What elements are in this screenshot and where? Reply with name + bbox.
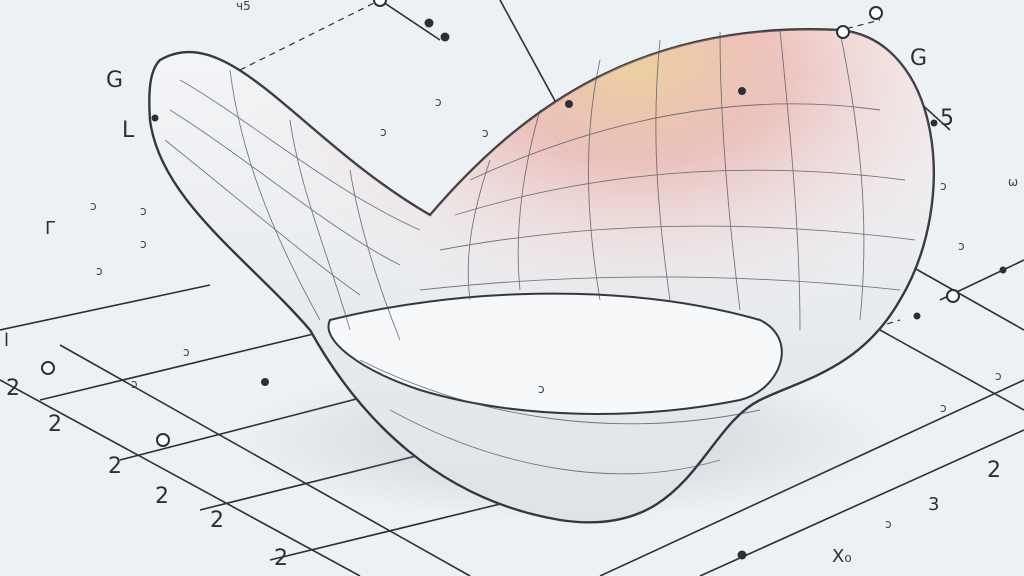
label-gamma: Γ: [45, 218, 56, 239]
label-two: 2: [108, 454, 122, 479]
label-l-far-left: l: [4, 330, 10, 351]
point-marker: [930, 119, 938, 127]
point-marker: [836, 25, 850, 39]
label-two-right: 2: [987, 458, 1001, 483]
point-marker: [738, 87, 746, 95]
small-mark: ɔ: [435, 95, 442, 109]
surface-mesh: [164, 29, 916, 475]
point-marker: [565, 100, 573, 108]
small-mark: ɔ: [140, 237, 147, 251]
point-marker: [869, 6, 883, 20]
small-mark: ɔ: [940, 179, 947, 193]
label-two: 2: [48, 412, 62, 437]
small-mark: ɔ: [90, 199, 97, 213]
point-marker: [151, 114, 159, 122]
label-g-right: G: [910, 46, 928, 71]
saddle-inner-opening: [327, 292, 783, 415]
small-mark: ɔ: [940, 401, 947, 415]
small-mark: ɔ: [482, 126, 489, 140]
label-x-sub: X₀: [832, 546, 852, 567]
label-three: 3: [928, 494, 940, 515]
small-mark: ɔ: [958, 239, 965, 253]
label-right-edge: ω: [1008, 175, 1019, 189]
grid-points: [41, 0, 1007, 560]
small-mark: ɔ: [538, 382, 545, 396]
label-l: L: [122, 118, 135, 143]
label-top-mark: ч5: [236, 0, 251, 13]
label-two: 2: [6, 376, 20, 401]
small-mark: ɔ: [96, 264, 103, 278]
point-marker: [373, 0, 387, 7]
label-g-left: G: [106, 68, 124, 93]
label-two: 2: [155, 484, 169, 509]
point-marker: [913, 312, 921, 320]
label-two: 2: [274, 546, 288, 571]
point-marker: [261, 378, 269, 386]
point-marker: [999, 266, 1007, 274]
small-mark: ɔ: [995, 369, 1002, 383]
small-mark: ɔ: [380, 125, 387, 139]
label-two: 2: [210, 508, 224, 533]
point-marker: [737, 550, 747, 560]
label-five: 5: [940, 106, 954, 131]
point-marker: [156, 433, 170, 447]
point-marker: [946, 289, 960, 303]
small-mark: ɔ: [885, 517, 892, 531]
point-marker: [41, 361, 55, 375]
point-marker: [440, 32, 450, 42]
point-marker: [424, 18, 434, 28]
small-mark: ɔ: [131, 377, 138, 391]
small-mark: ɔ: [183, 345, 190, 359]
small-mark: ɔ: [140, 204, 147, 218]
